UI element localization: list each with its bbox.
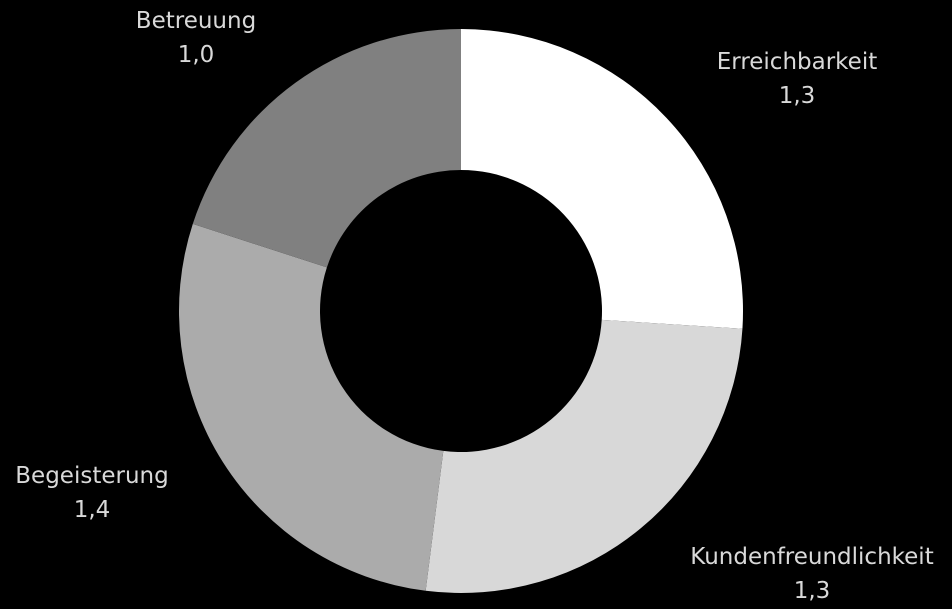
slice-value-begeisterung: 1,4 xyxy=(74,497,111,523)
slice-betreuung xyxy=(192,29,461,268)
slice-label-kundenfreundlichkeit: Kundenfreundlichkeit xyxy=(690,544,933,570)
donut-slices xyxy=(179,29,743,594)
slice-label-begeisterung: Begeisterung xyxy=(15,463,168,489)
slice-label-betreuung: Betreuung xyxy=(136,8,256,34)
slice-erreichbarkeit xyxy=(461,29,743,329)
slice-begeisterung xyxy=(179,223,444,591)
slice-kundenfreundlichkeit xyxy=(425,319,743,594)
slice-label-erreichbarkeit: Erreichbarkeit xyxy=(717,49,878,75)
slice-value-erreichbarkeit: 1,3 xyxy=(779,83,816,109)
slice-value-betreuung: 1,0 xyxy=(178,42,215,68)
slice-labels: Erreichbarkeit 1,3 Kundenfreundlichkeit 1,3… xyxy=(15,8,933,604)
slice-value-kundenfreundlichkeit: 1,3 xyxy=(794,578,831,604)
